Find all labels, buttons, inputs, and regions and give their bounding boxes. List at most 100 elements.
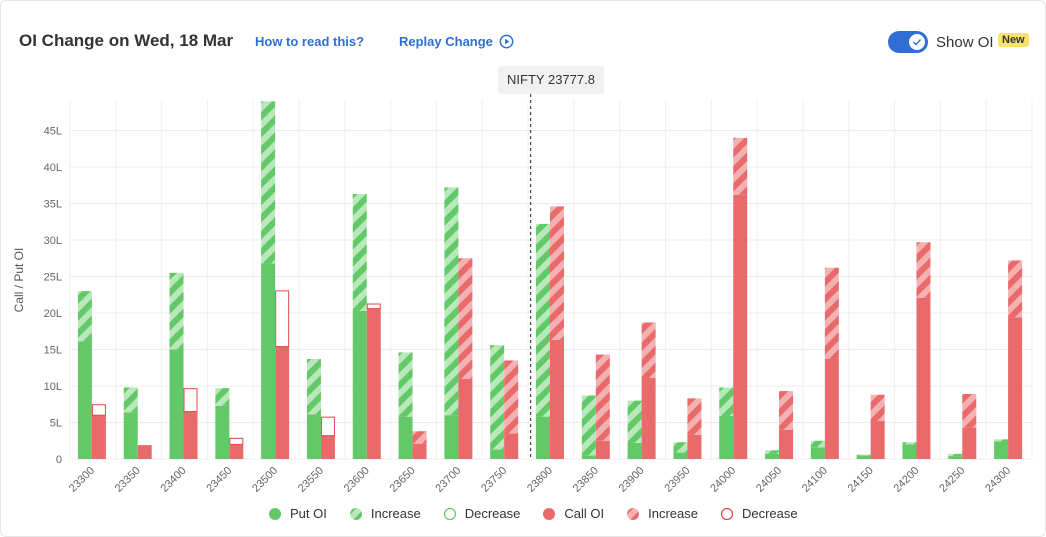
put-oi-segment [77, 341, 92, 459]
put-bar[interactable] [398, 352, 413, 459]
put-bar[interactable] [765, 450, 780, 459]
put-oi-segment [536, 416, 550, 459]
y-axis-title: Call / Put OI [12, 248, 26, 313]
put-bar[interactable] [856, 454, 871, 459]
put-oi-segment [902, 444, 917, 459]
put-bar[interactable] [215, 388, 230, 459]
call-bar[interactable] [504, 360, 519, 459]
call-bar[interactable] [183, 388, 198, 459]
call-oi-segment [870, 421, 885, 459]
put-bar[interactable] [673, 442, 688, 459]
call-bar[interactable] [550, 206, 564, 459]
x-tick-label: 24050 [754, 465, 784, 495]
call-oi-segment [916, 297, 931, 459]
y-tick-label: 0 [56, 454, 62, 466]
call-bar[interactable] [412, 431, 427, 459]
call-bar[interactable] [229, 437, 244, 459]
legend-call-increase[interactable]: Increase [626, 506, 698, 521]
put-bar[interactable] [77, 291, 92, 459]
call-oi-segment [91, 415, 106, 459]
show-oi-toggle[interactable] [888, 31, 928, 53]
put-bar[interactable] [902, 442, 917, 459]
put-increase-segment [169, 272, 184, 350]
legend-call-decrease-swatch [720, 507, 734, 520]
call-oi-segment [550, 340, 564, 459]
put-increase-segment [536, 223, 550, 417]
call-bar[interactable] [275, 290, 290, 459]
call-bar[interactable] [687, 398, 702, 459]
call-bar[interactable] [366, 303, 381, 459]
play-circle-icon[interactable] [499, 34, 514, 49]
call-oi-segment [229, 444, 244, 459]
legend-call-increase-label: Increase [648, 506, 698, 521]
put-oi-segment [765, 453, 780, 459]
put-bar[interactable] [810, 440, 825, 459]
put-bar[interactable] [536, 223, 550, 459]
put-oi-segment [490, 449, 505, 459]
chart-title: OI Change on Wed, 18 Mar [19, 31, 234, 50]
legend-put-increase[interactable]: Increase [349, 506, 421, 521]
put-bar[interactable] [444, 187, 459, 459]
put-oi-segment [261, 263, 276, 459]
call-oi-segment [320, 435, 335, 459]
how-to-read-link[interactable]: How to read this? [255, 34, 365, 49]
x-tick-label: 23600 [342, 465, 372, 495]
show-oi-label: Show OI [936, 34, 994, 51]
put-bar[interactable] [123, 387, 138, 459]
call-bar[interactable] [1008, 260, 1023, 459]
put-bar[interactable] [994, 439, 1009, 459]
y-tick-label: 35L [44, 199, 62, 211]
put-bar[interactable] [169, 272, 184, 459]
put-increase-segment [123, 387, 138, 413]
put-bar[interactable] [719, 387, 734, 459]
call-oi-segment [824, 358, 839, 459]
put-bar[interactable] [352, 194, 367, 459]
call-increase-segment [962, 394, 977, 428]
call-bar[interactable] [137, 445, 152, 459]
call-oi-segment [779, 429, 794, 459]
put-oi-segment [581, 455, 596, 459]
call-bar[interactable] [595, 354, 610, 459]
call-bar[interactable] [458, 258, 473, 459]
put-increase-segment [444, 187, 459, 416]
put-increase-segment [902, 442, 917, 445]
put-bar[interactable] [627, 400, 642, 459]
put-bar[interactable] [581, 395, 596, 459]
put-bar[interactable] [261, 101, 276, 459]
call-bar[interactable] [733, 137, 748, 460]
call-oi-segment [504, 433, 519, 459]
x-tick-label: 23550 [296, 465, 326, 495]
replay-change-link[interactable]: Replay Change [399, 34, 493, 49]
legend-put-decrease[interactable]: Decrease [443, 506, 520, 521]
call-bar[interactable] [320, 416, 335, 459]
call-bar[interactable] [962, 394, 977, 459]
y-tick-label: 10L [44, 381, 62, 393]
call-oi-segment [183, 411, 198, 459]
y-tick-label: 20L [44, 308, 62, 320]
call-bar[interactable] [641, 322, 656, 459]
x-tick-label: 23900 [617, 465, 647, 495]
y-tick-label: 5L [50, 418, 62, 430]
put-bar[interactable] [306, 358, 321, 459]
check-icon [913, 39, 922, 46]
legend-call-decrease[interactable]: Decrease [720, 506, 798, 521]
call-bar[interactable] [779, 391, 794, 459]
x-tick-label: 23350 [113, 465, 143, 495]
call-increase-segment [1008, 260, 1023, 318]
call-bar[interactable] [824, 267, 839, 459]
put-increase-segment [77, 291, 92, 342]
put-oi-segment [398, 416, 413, 459]
call-decrease-segment [275, 290, 290, 348]
x-tick-label: 24250 [937, 465, 967, 495]
x-tick-label: 24000 [708, 465, 738, 495]
put-bar[interactable] [490, 345, 505, 459]
put-bar[interactable] [948, 453, 963, 459]
call-bar[interactable] [916, 242, 931, 459]
legend-call-oi[interactable]: Call OI [542, 506, 604, 521]
legend-put-oi[interactable]: Put OI [268, 506, 327, 521]
call-bar[interactable] [870, 394, 885, 459]
toggle-knob [909, 34, 925, 50]
put-increase-segment [856, 454, 871, 456]
call-bar[interactable] [91, 404, 106, 459]
